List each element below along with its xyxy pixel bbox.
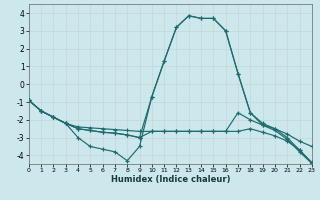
X-axis label: Humidex (Indice chaleur): Humidex (Indice chaleur) xyxy=(110,175,230,184)
